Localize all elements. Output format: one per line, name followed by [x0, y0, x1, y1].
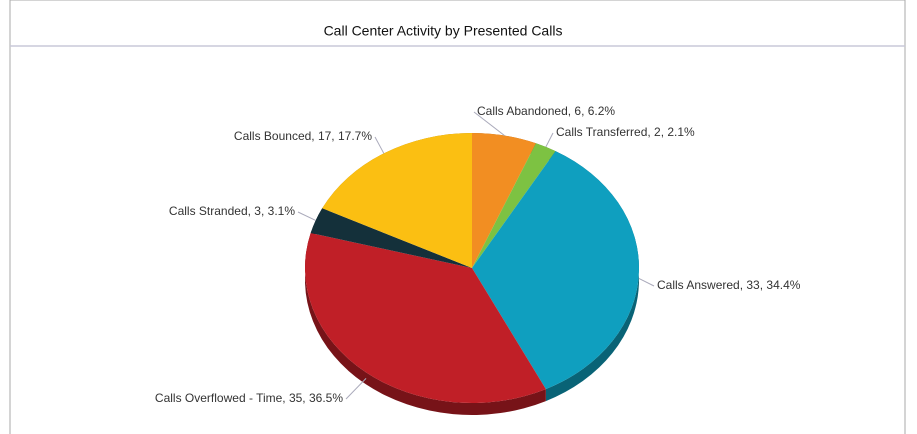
leader-line	[374, 136, 385, 154]
leader-line	[297, 211, 316, 221]
data-label: Calls Answered, 33, 34.4%	[657, 278, 801, 292]
chart-title: Call Center Activity by Presented Calls	[324, 23, 563, 39]
slice	[472, 151, 639, 390]
data-label: Calls Overflowed - Time, 35, 36.5%	[155, 391, 343, 405]
slice	[305, 233, 546, 403]
leader-line	[473, 111, 505, 136]
data-label: Calls Abandoned, 6, 6.2%	[477, 104, 615, 118]
slice-side	[545, 151, 639, 402]
slice	[472, 133, 536, 268]
data-label: Calls Stranded, 3, 3.1%	[169, 204, 295, 218]
leader-line	[545, 132, 554, 148]
data-label: Calls Bounced, 17, 17.7%	[234, 129, 372, 143]
data-label: Calls Transferred, 2, 2.1%	[556, 125, 695, 139]
leader-line	[345, 378, 367, 400]
slice	[310, 208, 472, 268]
slice	[472, 143, 556, 268]
slice	[322, 133, 472, 268]
leader-line	[638, 277, 655, 287]
